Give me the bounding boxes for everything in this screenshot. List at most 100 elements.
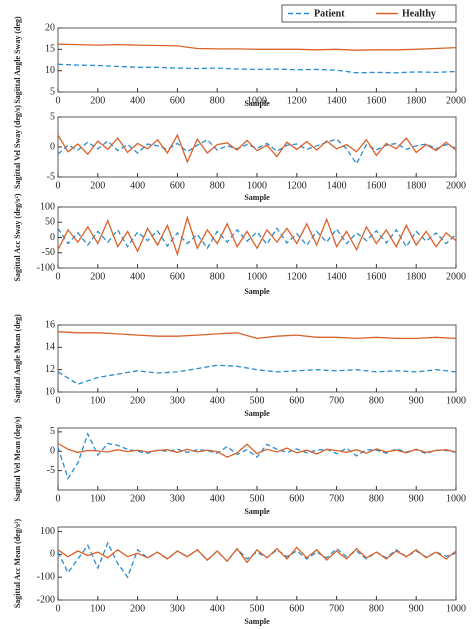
x-tick-label: 0 [56,493,61,504]
x-tick-label: 900 [409,395,424,406]
y-tick-label: -200 [37,594,55,605]
x-tick-label: 1400 [327,180,347,191]
series-line [57,432,457,480]
y-tick-label: 5 [50,426,55,437]
x-tick-label: 800 [369,603,384,614]
series-line [57,331,457,340]
x-tick-label: 800 [210,271,225,282]
y-tick-label: 0 [50,446,55,457]
series-line [57,541,457,579]
x-tick-label: 1000 [446,493,466,504]
x-tick-label: 200 [130,603,145,614]
y-axis-label: Sagittal Acc Sway (deg/s²) [13,193,22,281]
x-tick-label: 200 [90,95,105,106]
x-tick-label: 1000 [446,395,466,406]
x-tick-label: 1800 [406,95,426,106]
x-tick-label: 1400 [327,271,347,282]
plot-area [57,206,457,269]
plot-area [57,324,457,393]
y-tick-label: 10 [45,65,55,76]
x-tick-label: 0 [56,395,61,406]
plot-area [57,27,457,93]
x-tick-label: 200 [90,180,105,191]
x-tick-label: 1800 [406,271,426,282]
y-tick-label: 10 [45,386,55,397]
x-tick-label: 500 [250,395,265,406]
series-line [57,133,457,164]
x-tick-label: 300 [170,493,185,504]
x-axis-label: Sample [244,507,270,516]
y-axis-label: Sagittal Angle Sway (deg) [13,16,22,104]
x-tick-label: 600 [170,180,185,191]
y-tick-label: 15 [45,44,55,55]
y-tick-label: 0 [50,549,55,560]
y-axis-label: Sagittal Vel Sway (deg/s) [13,105,22,189]
y-tick-label: 5 [50,86,55,97]
x-tick-label: 700 [329,395,344,406]
x-axis-label: Sample [244,193,270,202]
y-tick-label: 100 [40,201,55,212]
x-tick-label: 400 [210,493,225,504]
x-tick-label: 400 [130,271,145,282]
x-tick-label: 2000 [446,180,466,191]
x-tick-label: 400 [210,395,225,406]
series-line [57,546,457,564]
legend-label: Healthy [402,8,436,19]
x-axis-label: Sample [244,409,270,418]
y-tick-label: -100 [37,571,55,582]
x-tick-label: 600 [170,95,185,106]
x-tick-label: 600 [289,493,304,504]
x-tick-label: 1600 [366,95,386,106]
x-tick-label: 700 [329,493,344,504]
y-tick-label: 20 [45,22,55,33]
legend [281,4,457,23]
y-tick-label: 14 [45,342,55,353]
x-tick-label: 800 [210,180,225,191]
x-tick-label: 1000 [247,180,267,191]
series-line [57,43,457,51]
series-line [57,215,457,257]
x-tick-label: 500 [250,493,265,504]
x-tick-label: 1200 [287,271,307,282]
x-tick-label: 2000 [446,271,466,282]
series-line [57,364,457,385]
x-tick-label: 200 [130,493,145,504]
x-tick-label: 800 [369,493,384,504]
x-tick-label: 1200 [287,180,307,191]
x-tick-label: 900 [409,493,424,504]
x-tick-label: 800 [210,95,225,106]
x-tick-label: 200 [90,271,105,282]
x-tick-label: 300 [170,395,185,406]
x-tick-label: 600 [170,271,185,282]
x-tick-label: 1000 [247,95,267,106]
y-tick-label: 5 [50,111,55,122]
x-tick-label: 1600 [366,180,386,191]
y-tick-label: 0 [50,232,55,243]
y-tick-label: 50 [45,217,55,228]
x-tick-label: 100 [90,395,105,406]
x-axis-label: Sample [244,287,270,296]
legend-label: Patient [314,8,345,19]
plot-area [57,116,457,178]
x-axis-label: Sample [244,617,270,626]
y-tick-label: 12 [45,364,55,375]
x-tick-label: 1800 [406,180,426,191]
x-tick-label: 0 [56,95,61,106]
y-tick-label: 0 [50,141,55,152]
x-tick-label: 600 [289,395,304,406]
series-line [57,227,457,250]
y-axis-label: Sagittal Vel Mean (deg/s) [13,416,22,501]
x-tick-label: 300 [170,603,185,614]
x-tick-label: 2000 [446,95,466,106]
series-line [57,63,457,74]
x-tick-label: 100 [90,603,105,614]
x-tick-label: 1200 [287,95,307,106]
y-tick-label: -5 [47,465,55,476]
y-tick-label: -100 [37,262,55,273]
y-tick-label: 16 [45,319,55,330]
y-tick-label: -50 [42,247,55,258]
y-tick-label: 100 [40,526,55,537]
plot-area [57,427,457,491]
x-tick-label: 900 [409,603,424,614]
